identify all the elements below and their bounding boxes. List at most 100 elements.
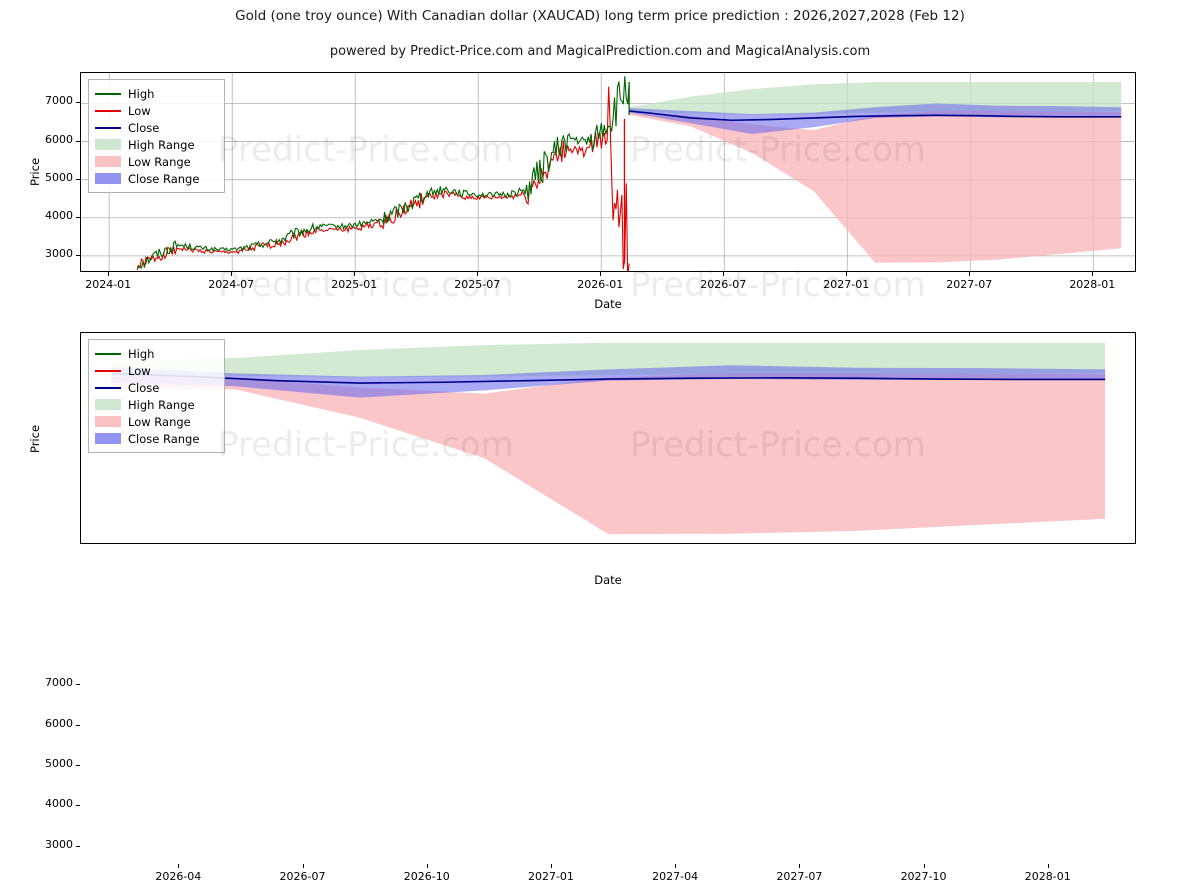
- x-tickmark: [178, 864, 180, 868]
- x-tick-label: 2024-01: [85, 278, 132, 291]
- legend-label: Close: [128, 120, 160, 135]
- top-xaxis-label: Date: [594, 297, 622, 311]
- bottom-legend: High Low Close High Range Low Range Close Ran…: [88, 339, 225, 453]
- top-legend: High Low Close High Range Low Range Close Ran…: [88, 79, 225, 193]
- x-tick-label: 2025-01: [331, 278, 378, 291]
- bottom-legend-item: Close Range: [95, 430, 217, 447]
- x-tickmark: [923, 864, 925, 868]
- bottom-legend-item: Low: [95, 362, 217, 379]
- bottom-legend-item: High: [95, 345, 217, 362]
- legend-label: High Range: [128, 397, 195, 412]
- legend-swatch-icon: [95, 156, 121, 167]
- x-tickmark: [108, 272, 110, 276]
- legend-label: High: [128, 346, 155, 361]
- x-tick-label: 2027-01: [823, 278, 870, 291]
- legend-swatch-icon: [95, 122, 121, 133]
- y-tick-label: 5000: [45, 757, 73, 771]
- bottom-legend-item: Low Range: [95, 413, 217, 430]
- x-tick-label: 2028-01: [1024, 870, 1071, 883]
- legend-label: Low Range: [128, 414, 191, 429]
- x-tick-label: 2027-04: [652, 870, 699, 883]
- x-tick-label: 2024-07: [208, 278, 255, 291]
- legend-label: High: [128, 86, 155, 101]
- x-tickmark: [477, 272, 479, 276]
- bottom-legend-item: High Range: [95, 396, 217, 413]
- x-tickmark: [675, 864, 677, 868]
- y-tick-label: 5000: [45, 170, 73, 184]
- legend-label: Low: [128, 363, 151, 378]
- y-tick-label: 3000: [45, 246, 73, 260]
- y-tickmark: [76, 765, 80, 767]
- x-tick-label: 2026-10: [403, 870, 450, 883]
- page-title: Gold (one troy ounce) With Canadian doll…: [235, 8, 965, 24]
- x-tick-label: 2028-01: [1069, 278, 1116, 291]
- y-tickmark: [76, 102, 80, 104]
- page-subtitle: powered by Predict-Price.com and Magical…: [329, 44, 871, 59]
- top-yaxis-label: Price: [28, 157, 42, 187]
- x-tick-label: 2026-04: [155, 870, 202, 883]
- y-tick-label: 3000: [45, 837, 73, 851]
- legend-label: Close Range: [128, 171, 200, 186]
- x-tick-label: 2026-01: [577, 278, 624, 291]
- x-tick-label: 2027-10: [900, 870, 947, 883]
- legend-swatch-icon: [95, 382, 121, 393]
- y-tickmark: [76, 216, 80, 218]
- y-tick-label: 4000: [45, 797, 73, 811]
- legend-swatch-icon: [95, 348, 121, 359]
- y-tick-label: 6000: [45, 716, 73, 730]
- legend-swatch-icon: [95, 416, 121, 427]
- legend-swatch-icon: [95, 399, 121, 410]
- bottom-xaxis-label: Date: [594, 573, 622, 587]
- x-tickmark: [1047, 864, 1049, 868]
- x-tickmark: [969, 272, 971, 276]
- top-legend-item: Low Range: [95, 153, 217, 170]
- y-tickmark: [76, 140, 80, 142]
- y-tickmark: [76, 805, 80, 807]
- top-plot-area: [80, 72, 1136, 272]
- x-tickmark: [723, 272, 725, 276]
- y-tickmark: [76, 684, 80, 686]
- x-tick-label: 2026-07: [700, 278, 747, 291]
- x-tickmark: [550, 864, 552, 868]
- x-tickmark: [426, 864, 428, 868]
- bottom-legend-item: Close: [95, 379, 217, 396]
- x-tickmark: [231, 272, 233, 276]
- top-chart-panel: 2024-01 2024-07 2025-01 2025-07 2026-01 2026-…: [0, 0, 1200, 320]
- legend-label: Close Range: [128, 431, 200, 446]
- x-tickmark: [799, 864, 801, 868]
- legend-swatch-icon: [95, 365, 121, 376]
- y-tick-label: 7000: [45, 676, 73, 690]
- y-tickmark: [76, 178, 80, 180]
- x-tick-label: 2026-07: [279, 870, 326, 883]
- legend-swatch-icon: [95, 105, 121, 116]
- x-tick-label: 2027-07: [946, 278, 993, 291]
- x-tickmark: [1092, 272, 1094, 276]
- x-tick-label: 2027-01: [527, 870, 574, 883]
- legend-swatch-icon: [95, 173, 121, 184]
- legend-swatch-icon: [95, 433, 121, 444]
- top-legend-item: High Range: [95, 136, 217, 153]
- x-tick-label: 2027-07: [776, 870, 823, 883]
- legend-label: Low Range: [128, 154, 191, 169]
- x-tick-label: 2025-07: [454, 278, 501, 291]
- legend-label: Close: [128, 380, 160, 395]
- legend-label: High Range: [128, 137, 195, 152]
- y-tick-label: 4000: [45, 208, 73, 222]
- x-tickmark: [302, 864, 304, 868]
- legend-swatch-icon: [95, 139, 121, 150]
- y-tickmark: [76, 724, 80, 726]
- x-tickmark: [846, 272, 848, 276]
- top-legend-item: High: [95, 85, 217, 102]
- bottom-chart-panel: 2026-04 2026-07 2026-10 2027-01 2027-04 2027-…: [0, 320, 1200, 883]
- legend-label: Low: [128, 103, 151, 118]
- x-tickmark: [354, 272, 356, 276]
- y-tickmark: [76, 845, 80, 847]
- bottom-yaxis-label: Price: [28, 424, 42, 454]
- top-legend-item: Low: [95, 102, 217, 119]
- x-tickmark: [600, 272, 602, 276]
- y-tick-label: 7000: [45, 94, 73, 108]
- legend-swatch-icon: [95, 88, 121, 99]
- top-legend-item: Close: [95, 119, 217, 136]
- y-tick-label: 6000: [45, 132, 73, 146]
